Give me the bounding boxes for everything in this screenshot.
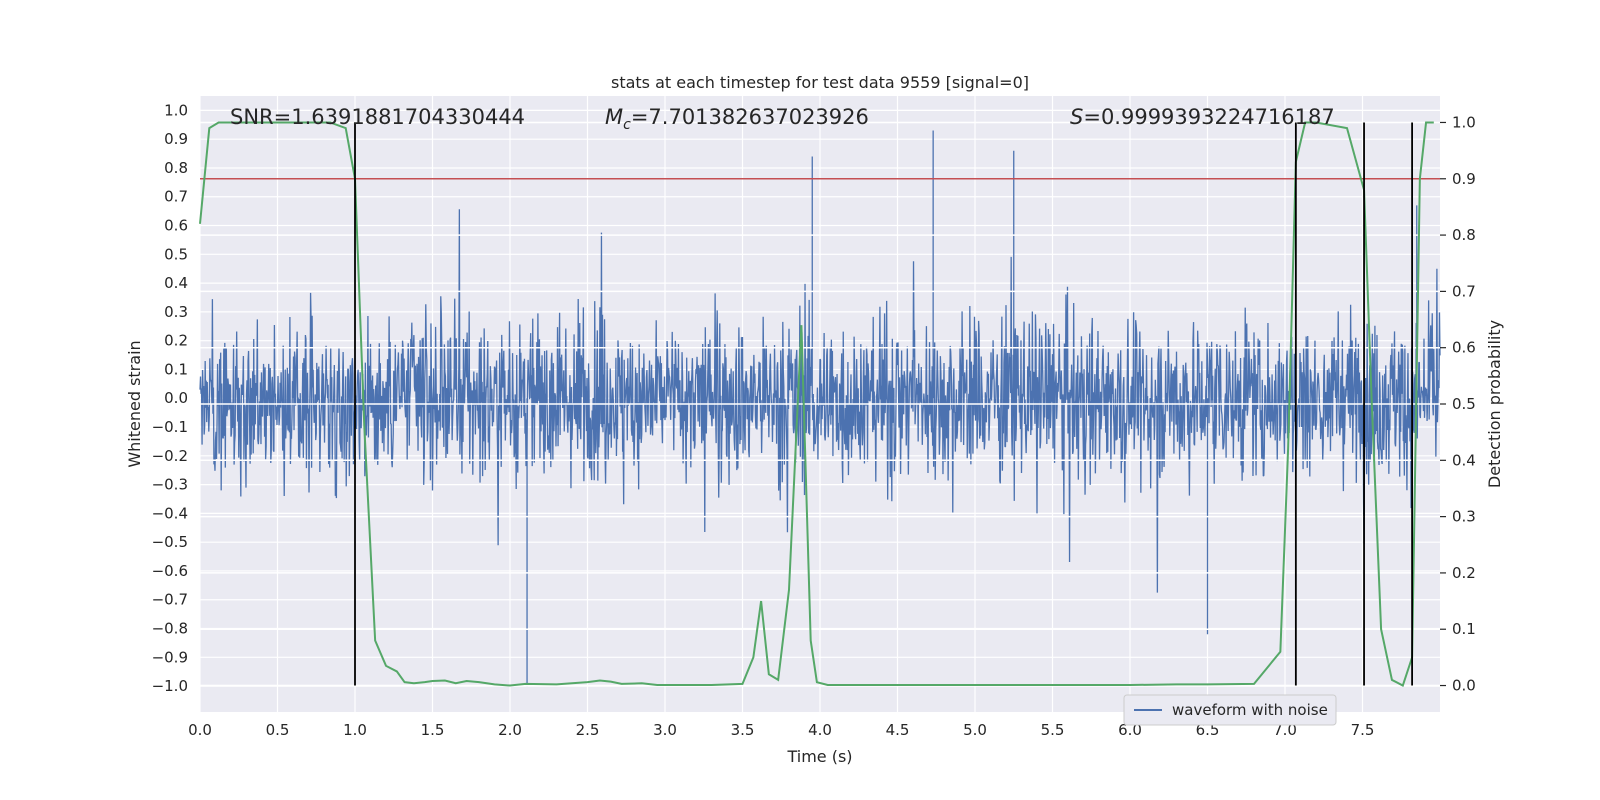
y-axis-label: Whitened strain: [125, 340, 144, 467]
probability-line: [199, 121, 1434, 687]
vertical-markers: [354, 122, 1413, 686]
x-tick-label: 4.0: [808, 721, 832, 739]
y2-tick-label: 1.0: [1452, 113, 1476, 131]
y-tick-label: −0.1: [152, 418, 188, 436]
y2-tick-label: 0.3: [1452, 508, 1476, 526]
waveform-line: [199, 130, 1441, 687]
chart-title: stats at each timestep for test data 955…: [611, 73, 1029, 92]
y2-tick-label: 0.7: [1452, 282, 1476, 300]
x-tick-label: 2.0: [498, 721, 522, 739]
chirp-mass-annotation: Mc=7.701382637023926: [605, 105, 869, 133]
y-tick-label: −0.9: [152, 648, 188, 666]
s-value: =0.9999393224716187: [1083, 105, 1334, 129]
y2-tick-label: 0.2: [1452, 564, 1476, 582]
x-tick-label: 2.5: [576, 721, 600, 739]
y-tick-label: 0.8: [164, 159, 188, 177]
y2-tick-label: 0.4: [1452, 451, 1476, 469]
x-tick-label: 5.5: [1041, 721, 1065, 739]
y-tick-label: 0.4: [164, 274, 188, 292]
y-tick-label: 1.0: [164, 101, 188, 119]
snr-annotation: SNR=1.6391881704330444: [230, 105, 525, 129]
y-tick-label: 0.0: [164, 389, 188, 407]
waveform-series: [199, 130, 1441, 687]
y-axis-ticks: 1.0 0.9 0.8 0.7 0.6 0.5 0.4 0.3 0.2 0.1 0.0 −0.1 −0.…: [152, 101, 188, 695]
x-tick-label: 3.0: [653, 721, 677, 739]
y-tick-label: −0.2: [152, 447, 188, 465]
x-tick-label: 1.0: [343, 721, 367, 739]
x-axis-label: Time (s): [786, 747, 852, 766]
y-tick-label: −0.7: [152, 591, 188, 609]
y2-tick-label: 0.5: [1452, 395, 1476, 413]
chirp-mass-subscript: c: [623, 117, 631, 133]
y-tick-label: 0.3: [164, 303, 188, 321]
y-tick-label: 0.6: [164, 217, 188, 235]
y2-tick-label: 0.6: [1452, 339, 1476, 357]
y-tick-label: −1.0: [152, 677, 188, 695]
y2-tick-label: 0.1: [1452, 620, 1476, 638]
y-tick-label: 0.1: [164, 360, 188, 378]
y2-tick-label: 0.9: [1452, 170, 1476, 188]
y-tick-label: 0.2: [164, 332, 188, 350]
legend-box: [1123, 694, 1337, 726]
y-tick-label: −0.5: [152, 533, 188, 551]
y-tick-label: −0.4: [152, 504, 188, 522]
y2-axis-label: Detection probability: [1485, 320, 1504, 488]
y-tick-label: −0.8: [152, 620, 188, 638]
y2-tick-label: 0.8: [1452, 226, 1476, 244]
y-tick-label: 0.9: [164, 130, 188, 148]
x-axis-ticks: 0.0 0.5 1.0 1.5 2.0 2.5 3.0 3.5 4.0 4.5 5.0 5.5 6.0 6…: [188, 721, 1374, 739]
x-tick-label: 7.5: [1351, 721, 1375, 739]
x-tick-label: 4.5: [886, 721, 910, 739]
y-tick-label: 0.7: [164, 188, 188, 206]
chirp-mass-symbol: M: [605, 105, 623, 129]
y-tick-label: 0.5: [164, 245, 188, 263]
s-annotation: S=0.9999393224716187: [1070, 105, 1335, 129]
probability-series: [199, 121, 1434, 687]
legend-label: waveform with noise: [1172, 701, 1328, 719]
legend: waveform with noise: [1123, 694, 1337, 726]
x-tick-label: 3.5: [731, 721, 755, 739]
y2-axis-ticks: 1.0 0.9 0.8 0.7 0.6 0.5 0.4 0.3 0.2 0.1 0.0: [1440, 113, 1476, 695]
x-tick-label: 0.5: [266, 721, 290, 739]
x-tick-label: 1.5: [421, 721, 445, 739]
s-symbol: S: [1070, 105, 1083, 129]
y-tick-label: −0.3: [152, 476, 188, 494]
x-tick-label: 5.0: [963, 721, 987, 739]
y2-tick-label: 0.0: [1452, 677, 1476, 695]
y-tick-label: −0.6: [152, 562, 188, 580]
x-tick-label: 0.0: [188, 721, 212, 739]
chirp-mass-value: =7.701382637023926: [631, 105, 869, 129]
